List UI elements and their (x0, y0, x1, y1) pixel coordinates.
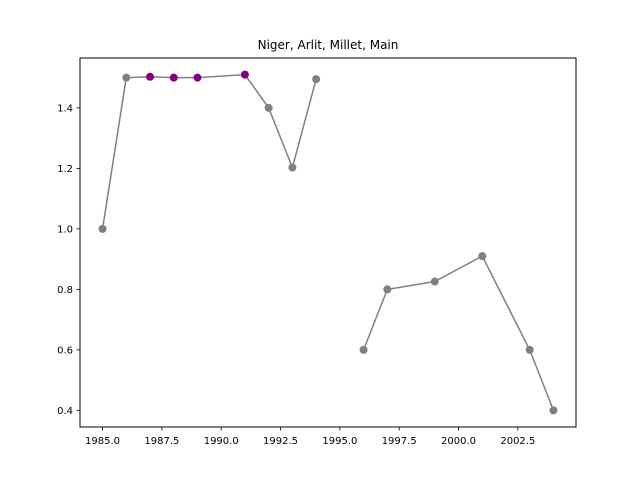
data-point-1996 (359, 345, 368, 354)
data-point-2004 (549, 406, 558, 415)
series-line-segment-2 (362, 255, 555, 411)
x-tick-label: 1985.0 (85, 436, 120, 447)
x-tick-label: 1987.5 (144, 436, 179, 447)
x-tick-label: 2000.0 (441, 436, 476, 447)
x-tick-label: 1990.0 (204, 436, 239, 447)
y-axis: 0.4 0.6 0.8 1.0 1.2 1.4 (57, 103, 80, 417)
data-point-1988 (169, 73, 178, 82)
y-tick-label: 1.4 (57, 103, 73, 114)
y-tick-label: 0.6 (57, 345, 73, 356)
data-point-2003 (525, 345, 534, 354)
x-axis: 1985.0 1987.5 1990.0 1992.5 1995.0 1997.5 2000… (85, 427, 535, 447)
data-point-2001 (478, 252, 487, 261)
x-tick-label: 1995.0 (322, 436, 357, 447)
y-tick-label: 0.4 (57, 406, 73, 417)
y-tick-label: 1.0 (57, 224, 73, 235)
series-line-segment-1 (101, 73, 317, 230)
data-point-1991 (240, 70, 249, 79)
data-point-1999 (430, 277, 439, 286)
y-tick-label: 0.8 (57, 285, 73, 296)
data-point-1986 (122, 73, 131, 82)
data-point-1987 (146, 72, 155, 81)
data-point-1993 (288, 163, 297, 172)
plot-area-frame (79, 57, 577, 428)
y-tick-label: 1.2 (57, 164, 73, 175)
chart-title: Niger, Arlit, Millet, Main (258, 38, 399, 52)
x-tick-label: 1992.5 (263, 436, 298, 447)
x-tick-label: 1997.5 (382, 436, 417, 447)
data-point-1989 (193, 73, 202, 82)
x-tick-label: 2002.5 (500, 436, 535, 447)
series-layer (98, 70, 558, 415)
data-point-1985 (98, 224, 107, 233)
data-point-1992 (264, 103, 273, 112)
data-point-1994 (312, 75, 321, 84)
data-point-1997 (383, 285, 392, 294)
